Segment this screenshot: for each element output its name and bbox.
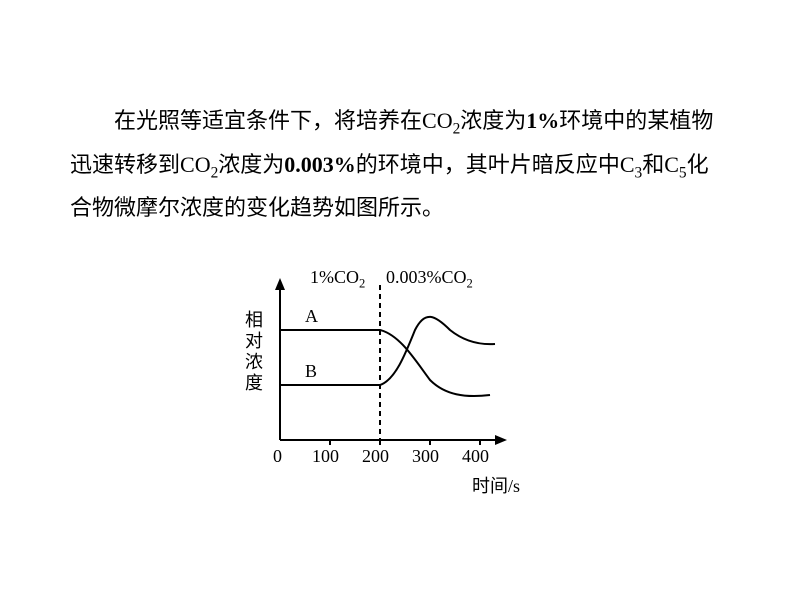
- concentration-chart: 相对浓度 时间/s 0 100 200 300 400 1%CO2 0.003%…: [250, 270, 600, 520]
- text-segment: 环境中的: [559, 108, 647, 133]
- y-axis-label: 相对浓度: [240, 310, 266, 394]
- x-tick-label-200: 200: [362, 446, 389, 467]
- curve-a-label: A: [305, 306, 318, 327]
- text-segment: 浓度为: [218, 152, 284, 177]
- curve-b-label: B: [305, 361, 317, 382]
- x-tick-label-0: 0: [273, 446, 282, 467]
- x-tick-label-100: 100: [312, 446, 339, 467]
- concentration-value: 1%: [526, 108, 559, 133]
- text-segment: 浓度为: [460, 108, 526, 133]
- x-axis-label: 时间/s: [472, 472, 520, 498]
- region-label-left: 1%CO2: [310, 267, 365, 292]
- x-axis-arrow: [495, 435, 507, 445]
- c3-formula: C3: [620, 152, 642, 177]
- y-axis-arrow: [275, 278, 285, 290]
- x-tick-label-300: 300: [412, 446, 439, 467]
- text-segment: 的环境中，其叶片暗反应: [356, 152, 598, 177]
- text-segment: 和: [642, 152, 664, 177]
- question-text: 在光照等适宜条件下，将培养在CO2浓度为1%环境中的某植物迅速转移到CO2浓度为…: [70, 100, 724, 229]
- text-segment: 在光照等适宜条件下，将培养在: [114, 108, 422, 133]
- c5-formula: C5: [664, 152, 686, 177]
- x-tick-label-400: 400: [462, 446, 489, 467]
- concentration-value: 0.003%: [284, 152, 356, 177]
- co2-formula: CO2: [422, 108, 460, 133]
- region-label-right: 0.003%CO2: [386, 267, 473, 292]
- chart-svg: [250, 270, 530, 470]
- text-segment: 中: [598, 152, 620, 177]
- co2-formula: CO2: [180, 152, 218, 177]
